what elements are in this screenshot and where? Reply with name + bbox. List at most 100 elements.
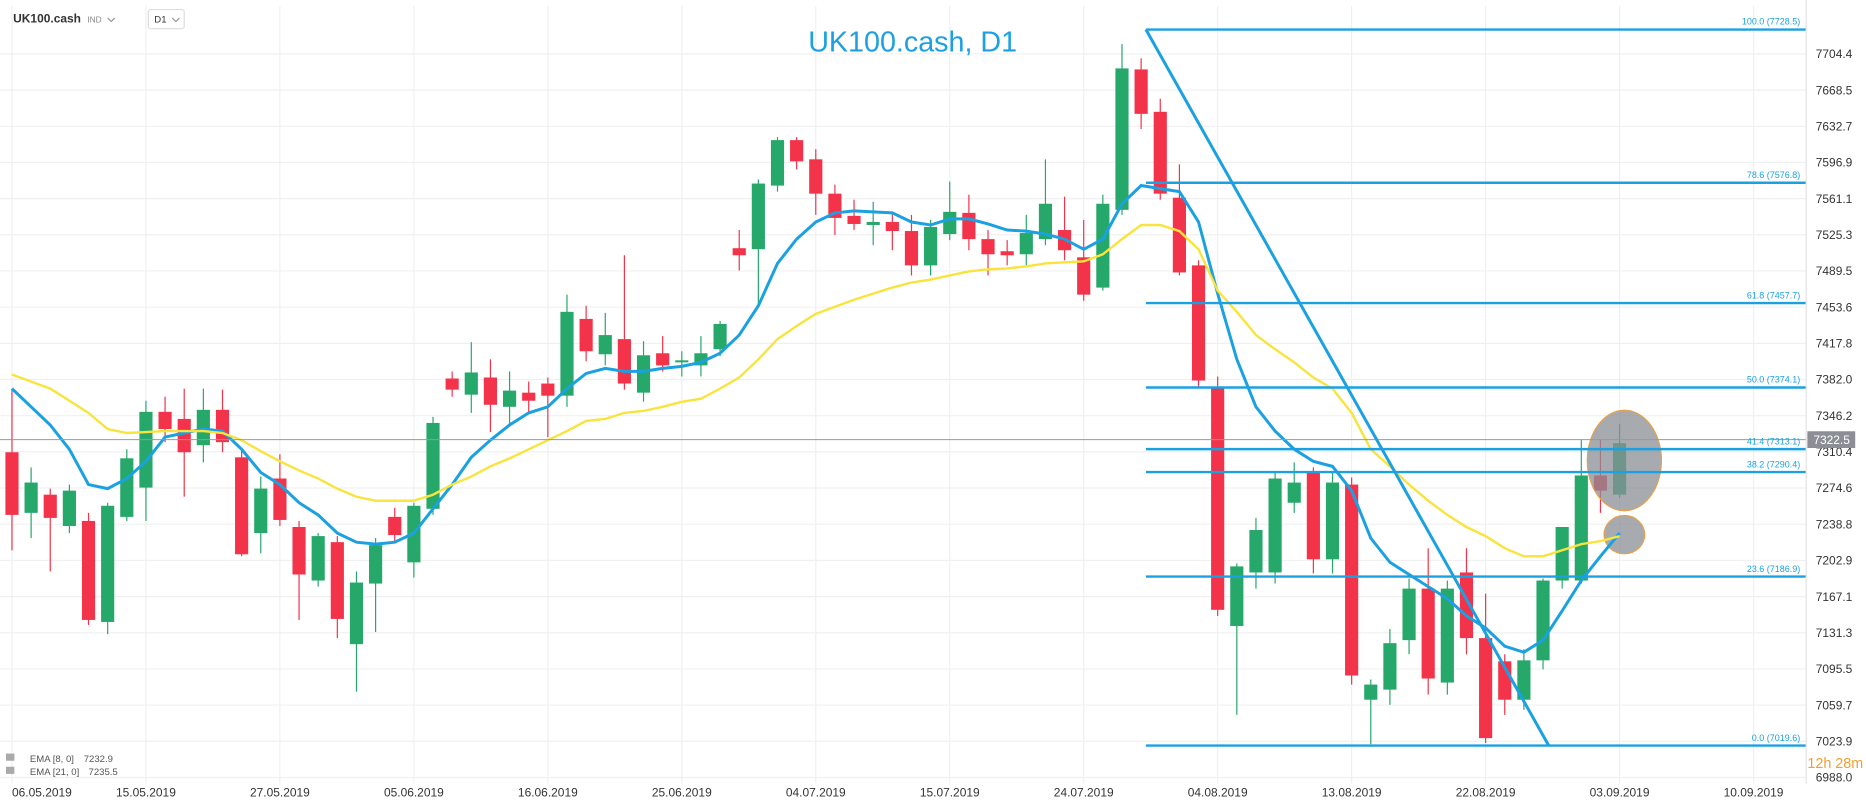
candle-body [636,355,651,393]
candle-body [1325,482,1340,560]
y-tick-label: 7059.7 [1816,698,1853,712]
candle-body [656,353,670,366]
candle-body [1019,233,1033,255]
current-price-label: 7322.5 [1813,433,1850,447]
candle-body [62,490,76,526]
legend: EMA [8, 0] 7232.9 EMA [21, 0] 7235.5 [5,753,118,778]
x-tick-label: 13.08.2019 [1322,786,1382,800]
candle-body [1479,638,1493,739]
candle-body [790,140,804,162]
candle-body [885,221,899,232]
candle-body [522,392,536,401]
legend-label: EMA [21, 0] [30,767,79,778]
ema-line [11,223,1620,558]
x-tick-label: 15.07.2019 [920,786,980,800]
candle-body [943,211,957,235]
candle-body [24,482,38,513]
dropdown-arrow[interactable] [107,17,116,23]
candle-body [675,360,689,363]
candle-body [5,452,19,515]
fib-label: 50.0 (7374.1) [1747,375,1800,385]
candle-body [254,488,268,534]
candle-body [713,323,727,350]
fib-label: 23.6 (7186.9) [1747,564,1800,574]
candle-body [1364,684,1378,700]
candle-body [1096,203,1110,288]
timeframe-dropdown[interactable] [147,8,185,30]
candle-body [81,520,96,620]
candle-body [502,390,517,407]
symbol: UK100.cash [13,12,81,26]
candle-body [235,457,249,555]
y-tick-label: 7417.8 [1816,337,1853,351]
y-tick-label: 7668.5 [1816,83,1853,97]
candle-body [1306,472,1320,560]
x-tick-label: 24.07.2019 [1054,786,1114,800]
candle-body [1115,68,1129,210]
candle-body [177,418,191,453]
candle-body [120,458,134,517]
ema-line [10,183,1621,654]
highlight-circle [1603,514,1646,555]
x-tick-label: 04.08.2019 [1188,786,1248,800]
candle-body [1402,588,1416,641]
y-tick-label: 7453.6 [1816,300,1853,314]
candle-body [1345,484,1359,676]
candle-body [1153,111,1167,194]
candle-body [541,383,555,396]
fib-label: 0.0 (7019.6) [1752,733,1800,743]
x-tick-label: 06.05.2019 [12,786,72,800]
marks [5,44,1627,745]
candle-body [1287,482,1301,503]
highlight-circle [1586,409,1663,512]
candle-body [196,409,210,446]
y-tick-label: 7632.7 [1816,119,1853,133]
candle-body [770,140,785,186]
legend-icon [5,766,15,774]
candle-body [1555,527,1569,581]
x-tick-label: 22.08.2019 [1456,786,1516,800]
fib-label: 38.2 (7290.4) [1747,459,1800,469]
candle-body [579,318,593,352]
candle-body [1038,203,1053,240]
instrument-type[interactable]: IND [87,15,101,25]
candle-body [1134,69,1148,114]
candle-body [598,335,612,355]
x-tick-label: 25.06.2019 [652,786,712,800]
candle-body [1268,478,1282,573]
y-tick-label: 7023.9 [1816,734,1853,748]
candle-body [1191,265,1206,381]
candle-body [962,212,976,240]
candle-body [1517,660,1531,700]
candle-body [1249,530,1263,573]
fib-trendline [1144,28,1551,747]
y-tick-label: 7704.4 [1816,47,1853,61]
candle-body [809,159,823,194]
candle-body [981,239,995,255]
candle-body [426,422,440,509]
y-tick-label: 7131.3 [1816,626,1853,640]
candle-body [1536,580,1550,661]
legend-label: EMA [8, 0] [30,754,74,765]
chart-title: UK100.cash, D1 [808,26,1017,58]
candle-body [1172,197,1186,273]
candle-body [483,377,498,405]
candle-body [158,411,172,430]
x-tick-label: 04.07.2019 [786,786,846,800]
dropdown-arrow[interactable] [171,17,180,23]
current-price-box [1807,431,1856,448]
y-tick-label: 7095.5 [1816,662,1853,676]
candle-body [560,311,574,396]
fib-label: 100.0 (7728.5) [1742,17,1800,27]
y-tick-label: 7202.9 [1816,554,1853,568]
fib-label: 61.8 (7457.7) [1747,290,1800,300]
candle-body [388,516,402,536]
legend-icon [5,753,15,761]
candle-body [751,183,765,250]
y-tick-label: 7525.3 [1816,228,1853,242]
x-tick-label: 15.05.2019 [116,786,176,800]
timeframe[interactable]: D1 [154,15,166,26]
candle-body [1000,251,1014,256]
candle-body [101,505,115,622]
